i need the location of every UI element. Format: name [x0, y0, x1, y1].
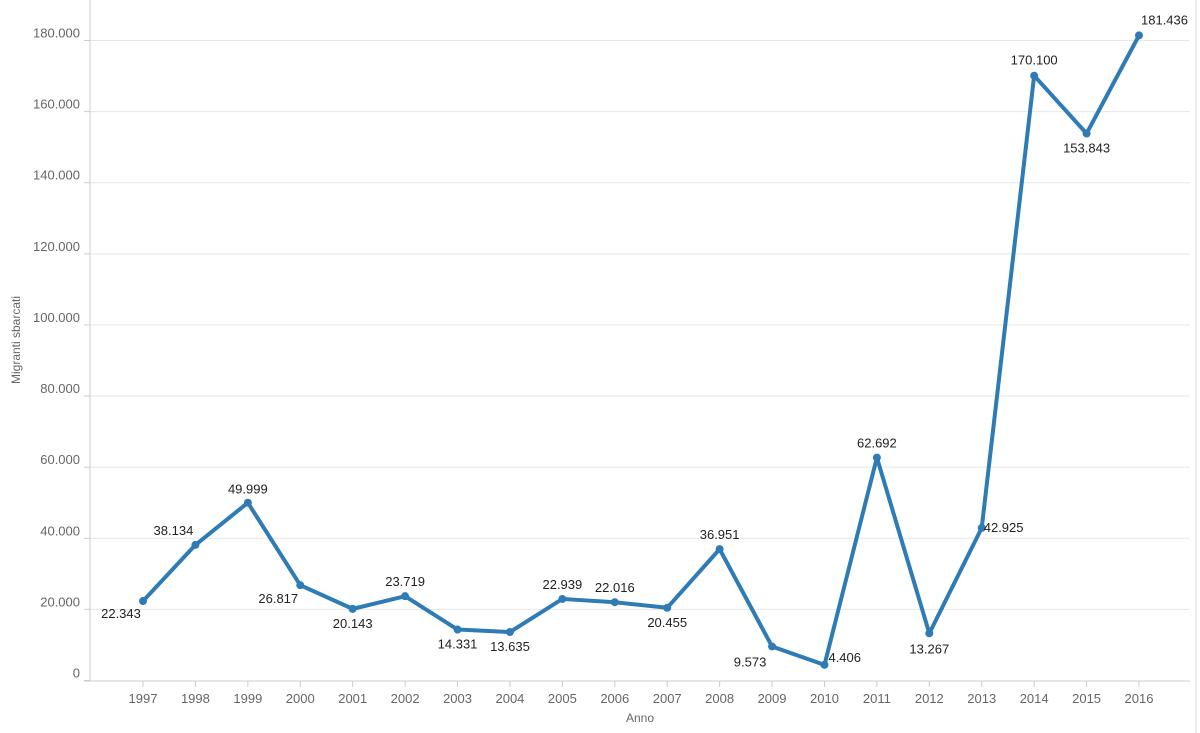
y-tick-label: 20.000 [40, 594, 80, 609]
x-tick-label: 1997 [129, 691, 158, 706]
data-label: 170.100 [1011, 53, 1058, 68]
y-tick-label: 0 [73, 666, 80, 681]
x-tick-label: 2014 [1020, 691, 1049, 706]
data-label: 14.331 [438, 637, 478, 652]
gridlines [90, 40, 1190, 610]
data-point [243, 498, 252, 507]
data-label: 26.817 [258, 591, 298, 606]
data-label: 13.267 [909, 641, 949, 656]
data-label: 20.455 [647, 615, 687, 630]
data-point [1082, 129, 1091, 138]
data-label: 62.692 [857, 436, 897, 451]
data-point [663, 603, 672, 612]
data-label: 36.951 [700, 527, 740, 542]
y-tick-label: 40.000 [40, 523, 80, 538]
y-tick-label: 60.000 [40, 452, 80, 467]
data-label: 23.719 [385, 574, 425, 589]
x-tick-label: 1999 [233, 691, 262, 706]
y-tick-label: 120.000 [33, 239, 80, 254]
x-tick-label: 2005 [548, 691, 577, 706]
y-tick-label: 140.000 [33, 168, 80, 183]
x-tick-label: 2015 [1072, 691, 1101, 706]
y-tick-label: 180.000 [33, 26, 80, 41]
data-point [296, 581, 305, 590]
y-tick-label: 160.000 [33, 97, 80, 112]
x-tick-label: 2007 [653, 691, 682, 706]
data-point [558, 594, 567, 603]
data-label: 49.999 [228, 482, 268, 497]
x-tick-label: 2008 [705, 691, 734, 706]
data-label: 38.134 [154, 523, 194, 538]
x-tick-label: 2013 [967, 691, 996, 706]
data-label: 13.635 [490, 639, 530, 654]
data-point [768, 642, 777, 651]
data-point [925, 629, 934, 638]
data-label: 9.573 [734, 654, 767, 669]
data-point [453, 625, 462, 634]
x-axis-title: Anno [626, 711, 654, 725]
y-tick-label: 80.000 [40, 381, 80, 396]
x-tick-label: 2004 [495, 691, 524, 706]
data-point [610, 598, 619, 607]
data-label: 4.406 [828, 650, 861, 665]
data-point [872, 453, 881, 462]
series-line [141, 34, 1141, 667]
x-tick-label: 1998 [181, 691, 210, 706]
x-tick-label: 2000 [286, 691, 315, 706]
data-point [820, 660, 829, 669]
x-tick-label: 2006 [600, 691, 629, 706]
data-label: 181.436 [1141, 12, 1188, 27]
x-tick-label: 2010 [810, 691, 839, 706]
x-tick-label: 2009 [758, 691, 787, 706]
x-tick-label: 2011 [863, 691, 891, 706]
x-tick-label: 2003 [443, 691, 472, 706]
data-point [348, 604, 357, 613]
x-tick-label: 2001 [338, 691, 367, 706]
data-label: 22.939 [542, 577, 582, 592]
y-tick-label: 100.000 [33, 310, 80, 325]
data-label: 153.843 [1063, 141, 1110, 156]
data-point [1135, 31, 1143, 40]
data-label: 22.343 [101, 606, 141, 621]
data-point [139, 597, 147, 606]
data-label: 20.143 [333, 616, 373, 631]
data-label: 42.925 [984, 520, 1024, 535]
data-point [505, 628, 514, 637]
y-axis-title: Migranti sbarcati [9, 296, 23, 384]
data-point [977, 523, 986, 532]
x-tick-label: 2016 [1125, 691, 1154, 706]
data-point [191, 540, 200, 549]
data-label: 22.016 [595, 580, 635, 595]
x-tick-label: 2002 [391, 691, 420, 706]
data-point [401, 592, 410, 601]
data-point [1030, 71, 1039, 80]
data-point [715, 545, 724, 554]
x-tick-label: 2012 [915, 691, 944, 706]
